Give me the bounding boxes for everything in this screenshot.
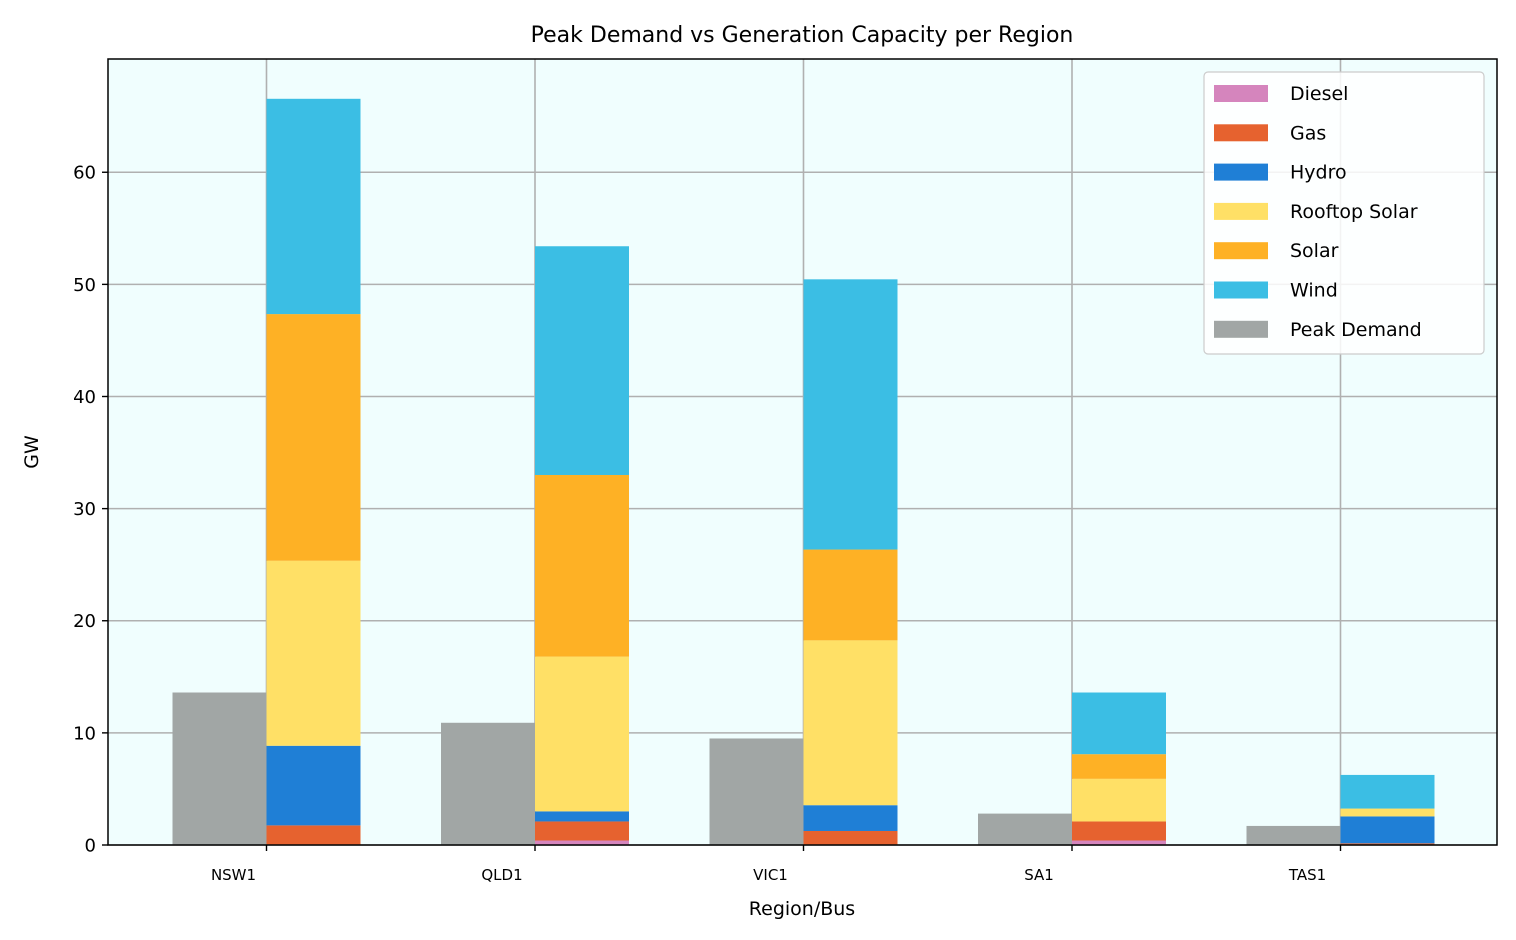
legend-label: Rooftop Solar [1290, 201, 1418, 223]
chart-title: Peak Demand vs Generation Capacity per R… [531, 23, 1074, 48]
bar-segment-solar [803, 549, 898, 641]
y-tick-label: 0 [85, 836, 96, 857]
bar-segment-solar [1072, 754, 1166, 779]
bar-segment-wind [803, 279, 898, 550]
y-tick-label: 50 [73, 275, 96, 296]
legend-label: Peak Demand [1290, 319, 1422, 341]
legend: Diesel Gas Hydro Rooftop Solar Solar Wind Peak… [1203, 71, 1485, 355]
y-tick-label: 60 [73, 163, 96, 184]
bar-segment-wind [1340, 774, 1435, 809]
bar-segment-hydro [266, 745, 361, 826]
legend-swatch [1214, 163, 1268, 181]
bar-segment-rooftop-solar [535, 656, 629, 812]
axis-ticks: 0 10 20 30 40 50 60 NSW1 QLD1 VIC1 SA1 TAS1 [73, 163, 1342, 884]
bar-peak-demand [978, 813, 1072, 845]
legend-label: Wind [1290, 280, 1338, 302]
legend-swatch [1214, 281, 1268, 299]
y-tick-label: 10 [73, 723, 96, 744]
legend-label: Solar [1290, 240, 1339, 262]
legend-swatch [1214, 85, 1268, 102]
legend-box [1203, 71, 1485, 355]
bar-segment-rooftop-solar [266, 560, 361, 746]
bar-peak-demand [1246, 825, 1341, 845]
bar-peak-demand [172, 692, 267, 845]
bar-segment-rooftop-solar [803, 640, 898, 806]
bar-segment-diesel [1072, 840, 1166, 845]
bar-segment-wind [535, 246, 629, 475]
y-tick-label: 20 [73, 611, 96, 632]
bar-segment-rooftop-solar [1072, 778, 1166, 822]
x-tick-label: SA1 [1024, 866, 1054, 884]
bar-segment-gas [803, 830, 898, 845]
x-tick-label: VIC1 [753, 866, 788, 884]
bar-segment-gas [1340, 843, 1435, 845]
bar-segment-hydro [535, 811, 629, 822]
legend-label: Diesel [1290, 83, 1348, 105]
legend-swatch [1214, 124, 1268, 142]
bar-segment-wind [266, 98, 361, 315]
bar-segment-gas [266, 825, 361, 845]
x-tick-label: NSW1 [211, 866, 256, 884]
y-tick-label: 30 [73, 499, 96, 520]
legend-swatch [1214, 242, 1268, 260]
bar-segment-solar [535, 474, 629, 657]
bar-peak-demand [709, 738, 804, 845]
x-tick-label: QLD1 [481, 866, 522, 884]
bar-segment-gas [1072, 821, 1166, 841]
x-axis-label: Region/Bus [749, 898, 855, 920]
bar-peak-demand [441, 722, 535, 845]
bars [172, 98, 1435, 845]
bar-segment-hydro [1340, 816, 1435, 844]
bar-segment-hydro [803, 805, 898, 831]
bar-segment-rooftop-solar [1340, 808, 1435, 817]
legend-swatch [1214, 202, 1268, 220]
bar-segment-gas [535, 821, 629, 841]
bar-segment-diesel [535, 840, 629, 845]
legend-label: Gas [1290, 122, 1326, 144]
plot-frame [107, 58, 1498, 846]
legend-swatch [1214, 320, 1268, 338]
legend-label: Hydro [1290, 162, 1347, 184]
y-axis-label: GW [21, 435, 43, 469]
bar-segment-wind [1072, 692, 1166, 755]
y-tick-label: 40 [73, 387, 96, 408]
x-tick-label: TAS1 [1288, 866, 1326, 884]
bar-segment-solar [266, 314, 361, 561]
